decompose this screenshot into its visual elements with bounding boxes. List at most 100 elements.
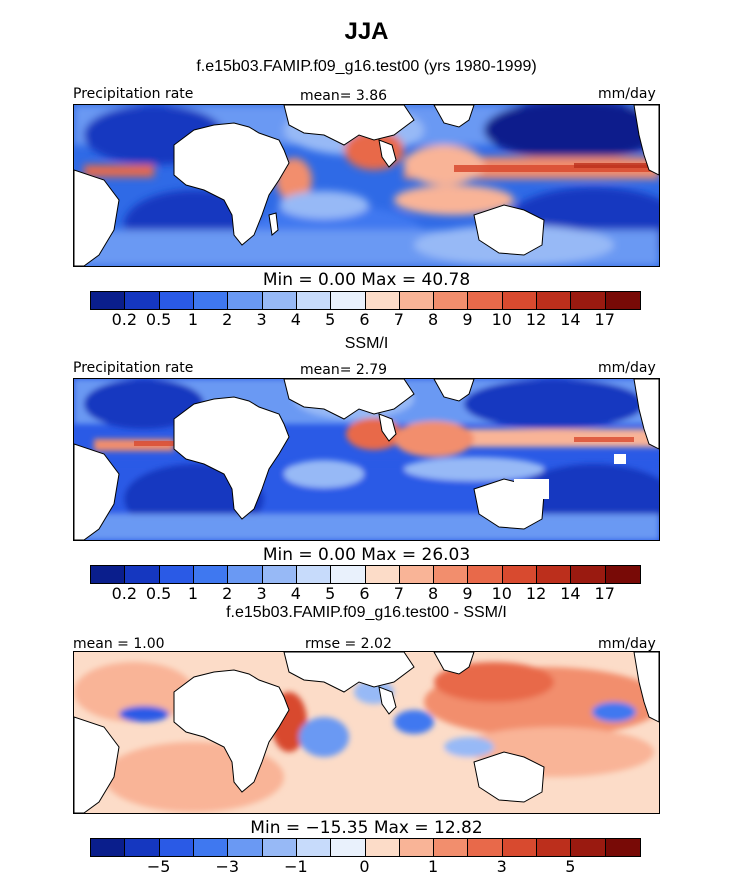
colorbar-swatch	[296, 566, 332, 583]
colorbar-tick-label: 8	[428, 310, 439, 329]
colorbar-tick-label: 14	[560, 584, 581, 603]
colorbar-swatch	[159, 839, 194, 856]
colorbar-tick-label: 10	[491, 584, 512, 603]
colorbar-tick-label: 1	[187, 584, 199, 603]
colorbar-swatch	[537, 566, 572, 583]
colorbar-swatch	[502, 566, 538, 583]
colorbar-swatch	[434, 839, 469, 856]
colorbar-swatch	[502, 292, 538, 309]
colorbar-swatch	[399, 566, 435, 583]
colorbar-tick-label: 2	[222, 584, 233, 603]
colorbar-tick-label: 0.2	[111, 310, 138, 329]
colorbar-tick-label: 3	[256, 310, 267, 329]
colorbar-tick-label: 17	[594, 310, 615, 329]
panel-model-colorbar	[90, 291, 641, 310]
colorbar-tick-label: 0.2	[111, 584, 138, 603]
panel-model-mean: mean= 3.86	[300, 88, 388, 104]
colorbar-swatch	[331, 292, 366, 309]
colorbar-tick-label: 3	[256, 584, 267, 603]
panel-model-map	[73, 104, 660, 267]
panel-diff-units: mm/day	[598, 636, 656, 652]
colorbar-swatch	[331, 839, 366, 856]
colorbar-tick-label: 0	[359, 857, 370, 876]
model-map-field	[74, 105, 659, 266]
colorbar-swatch	[159, 292, 194, 309]
colorbar-swatch	[193, 292, 229, 309]
colorbar-swatch	[91, 292, 126, 309]
colorbar-swatch	[262, 292, 297, 309]
colorbar-swatch	[228, 292, 263, 309]
colorbar-tick-label: 5	[565, 857, 576, 876]
colorbar-swatch	[571, 839, 606, 856]
colorbar-tick-label: 9	[462, 584, 473, 603]
panel-diff-title: f.e15b03.FAMIP.f09_g16.test00 - SSM/I	[226, 604, 507, 621]
colorbar-swatch	[91, 566, 126, 583]
colorbar-tick-label: 0.5	[145, 584, 172, 603]
panel-obs-mean: mean= 2.79	[300, 362, 388, 378]
colorbar-tick-label: 1	[187, 310, 199, 329]
colorbar-swatch	[262, 566, 297, 583]
colorbar-swatch	[125, 566, 160, 583]
colorbar-swatch	[159, 566, 194, 583]
colorbar-swatch	[365, 566, 400, 583]
colorbar-tick-label: 12	[525, 584, 547, 603]
colorbar-tick-label: 5	[325, 584, 336, 603]
colorbar-swatch	[434, 566, 469, 583]
panel-model-units: mm/day	[598, 86, 656, 102]
colorbar-swatch	[262, 839, 297, 856]
colorbar-tick-label: 7	[393, 310, 404, 329]
colorbar-tick-label: 0.5	[145, 310, 172, 329]
panel-diff-rmse: rmse = 2.02	[305, 636, 392, 652]
colorbar-swatch	[365, 839, 400, 856]
colorbar-swatch	[399, 839, 435, 856]
colorbar-tick-label: 2	[222, 310, 233, 329]
colorbar-swatch	[537, 292, 572, 309]
colorbar-tick-label: 8	[428, 584, 439, 603]
colorbar-swatch	[468, 566, 503, 583]
panel-diff-mean: mean = 1.00	[73, 636, 165, 652]
panel-obs-title: SSM/I	[344, 335, 389, 352]
colorbar-swatch	[193, 839, 229, 856]
colorbar-swatch	[571, 566, 606, 583]
panel-obs-minmax: Min = 0.00 Max = 26.03	[262, 545, 471, 565]
colorbar-swatch	[91, 839, 126, 856]
colorbar-swatch	[605, 292, 640, 309]
colorbar-tick-label: 10	[491, 310, 512, 329]
colorbar-swatch	[502, 839, 538, 856]
colorbar-swatch	[228, 839, 263, 856]
colorbar-swatch	[296, 292, 332, 309]
colorbar-swatch	[125, 292, 160, 309]
diff-map-field	[74, 652, 659, 813]
obs-map-field	[74, 379, 659, 540]
colorbar-swatch	[193, 566, 229, 583]
colorbar-tick-label: 12	[525, 310, 547, 329]
colorbar-tick-label: 4	[290, 584, 301, 603]
colorbar-swatch	[434, 292, 469, 309]
figure-subtitle: f.e15b03.FAMIP.f09_g16.test00 (yrs 1980-…	[196, 58, 537, 75]
colorbar-tick-label: 3	[496, 857, 507, 876]
panel-diff-colorbar	[90, 838, 641, 857]
figure-title: JJA	[344, 18, 389, 45]
colorbar-swatch	[399, 292, 435, 309]
colorbar-swatch	[125, 839, 160, 856]
colorbar-tick-label: 14	[560, 310, 581, 329]
colorbar-tick-label: 9	[462, 310, 473, 329]
colorbar-swatch	[537, 839, 572, 856]
colorbar-tick-label: 4	[290, 310, 301, 329]
panel-obs-label: Precipitation rate	[73, 360, 194, 376]
colorbar-swatch	[468, 839, 503, 856]
colorbar-tick-label: 6	[359, 310, 370, 329]
colorbar-tick-label: 17	[594, 584, 615, 603]
colorbar-tick-label: −5	[146, 857, 171, 876]
colorbar-swatch	[571, 292, 606, 309]
panel-obs-map	[73, 378, 660, 541]
colorbar-swatch	[605, 839, 640, 856]
colorbar-swatch	[331, 566, 366, 583]
colorbar-swatch	[468, 292, 503, 309]
colorbar-tick-label: 6	[359, 584, 370, 603]
panel-obs-colorbar	[90, 565, 641, 584]
colorbar-swatch	[296, 839, 332, 856]
colorbar-swatch	[605, 566, 640, 583]
panel-obs-units: mm/day	[598, 360, 656, 376]
colorbar-tick-label: −3	[215, 857, 240, 876]
